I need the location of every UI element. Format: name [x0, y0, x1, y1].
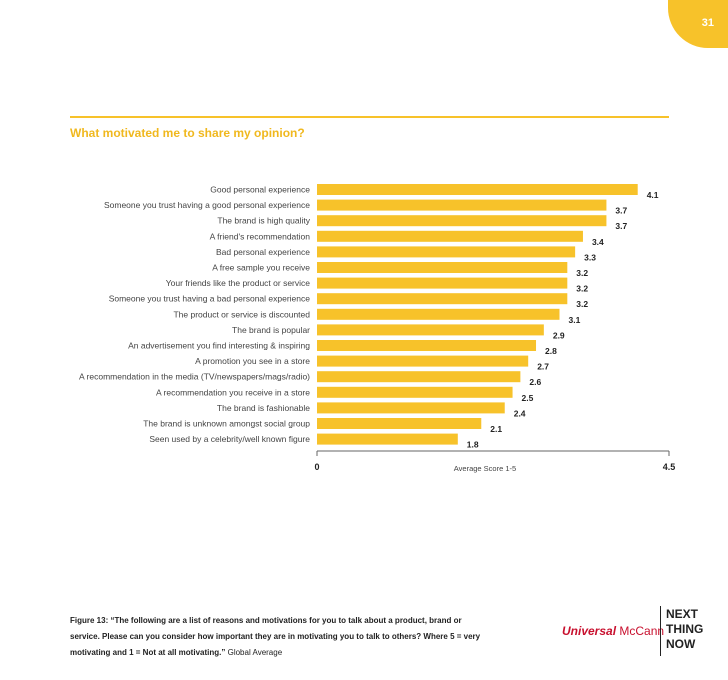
category-label: The brand is unknown amongst social grou… — [143, 419, 310, 429]
value-label: 2.5 — [522, 393, 534, 403]
bar — [317, 262, 568, 273]
value-label: 3.2 — [576, 284, 588, 294]
value-label: 3.1 — [568, 315, 580, 325]
logo-universal: Universal — [562, 624, 617, 638]
page-number: 31 — [701, 17, 714, 29]
category-label: Seen used by a celebrity/well known figu… — [149, 434, 310, 444]
bar — [317, 371, 521, 383]
bar — [317, 340, 537, 351]
bar — [317, 324, 544, 336]
category-label: The product or service is discounted — [173, 309, 310, 319]
bar — [317, 277, 568, 289]
value-label: 1.8 — [467, 440, 479, 450]
section-title: What motivated me to share my opinion? — [70, 126, 305, 140]
value-label: 3.7 — [615, 206, 627, 216]
bar — [317, 184, 638, 195]
category-label: Someone you trust having a good personal… — [104, 200, 310, 210]
value-label: 3.2 — [576, 299, 588, 309]
bar — [317, 215, 607, 227]
category-label: Bad personal experience — [216, 247, 310, 257]
bar — [317, 199, 607, 211]
bar — [317, 355, 529, 367]
category-label: The brand is fashionable — [217, 403, 310, 413]
value-label: 4.1 — [647, 190, 659, 200]
category-label: The brand is popular — [232, 325, 310, 335]
x-axis-title: Average Score 1-5 — [454, 464, 516, 473]
category-label: The brand is high quality — [217, 216, 310, 226]
value-label: 2.1 — [490, 424, 502, 434]
value-label: 2.9 — [553, 330, 565, 340]
bar — [317, 418, 482, 429]
value-label: 2.6 — [529, 377, 541, 387]
category-label: A friend's recommendation — [210, 231, 311, 241]
value-label: 2.4 — [514, 408, 526, 418]
logo-now: NOW — [666, 637, 696, 651]
x-tick-label: 0 — [314, 462, 319, 472]
logo-next: NEXT — [666, 607, 699, 621]
bar — [317, 402, 505, 414]
caption-scope: Global Average — [227, 648, 283, 657]
bar — [317, 230, 583, 242]
bar — [317, 293, 568, 305]
bar — [317, 308, 560, 320]
next-thing-now-logo: NEXT THING NOW — [666, 607, 703, 652]
value-label: 2.8 — [545, 346, 557, 356]
category-label: Good personal experience — [210, 185, 310, 195]
figure-caption: Figure 13: “The following are a list of … — [70, 613, 490, 661]
value-label: 3.3 — [584, 252, 596, 262]
category-label: Your friends like the product or service — [166, 278, 311, 288]
value-label: 2.7 — [537, 362, 549, 372]
logo-thing: THING — [666, 622, 704, 636]
value-label: 3.2 — [576, 268, 588, 278]
category-label: A promotion you see in a store — [195, 356, 310, 366]
category-label: A recommendation you receive in a store — [156, 387, 310, 397]
category-label: Someone you trust having a bad personal … — [109, 294, 311, 304]
value-label: 3.4 — [592, 237, 604, 247]
category-label: An advertisement you find interesting & … — [128, 341, 310, 351]
header-rule — [70, 116, 669, 118]
universal-mccann-logo: Universal McCann — [562, 624, 664, 638]
value-label: 3.7 — [615, 221, 627, 231]
category-label: A recommendation in the media (TV/newspa… — [79, 372, 310, 382]
bar — [317, 386, 513, 398]
bar — [317, 246, 576, 258]
bar — [317, 433, 458, 445]
logo-divider — [660, 606, 661, 656]
category-label: A free sample you receive — [212, 263, 310, 273]
caption-text: Figure 13: “The following are a list of … — [70, 616, 481, 657]
x-tick-label: 4.5 — [663, 462, 676, 472]
logo-mccann: McCann — [619, 624, 665, 638]
